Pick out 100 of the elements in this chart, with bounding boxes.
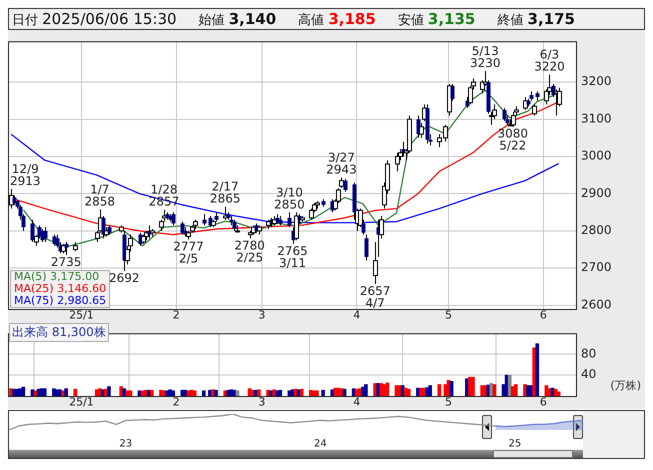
x-tick-label: 25 [508, 438, 522, 450]
text: 終値 3,175 [497, 10, 575, 28]
y-tick-label: 80 [581, 346, 596, 360]
bar [508, 374, 512, 396]
bar [514, 384, 518, 396]
y-tick-label: 2700 [581, 260, 612, 274]
bar [165, 390, 169, 396]
bar [450, 381, 454, 396]
bar [556, 391, 560, 396]
bar [73, 388, 78, 396]
annotation: 2692 [108, 271, 140, 286]
bar [398, 385, 402, 396]
y-tick-label: 40 [581, 367, 596, 382]
bar [21, 386, 26, 396]
text: 高値 3,185 [298, 10, 376, 28]
bar [364, 384, 368, 396]
bar [438, 384, 442, 396]
x-tick-label: 5 [445, 308, 452, 322]
bar [138, 390, 142, 396]
bar [300, 388, 304, 396]
bar [315, 390, 319, 396]
candlestick [64, 242, 68, 256]
candlestick [364, 234, 368, 262]
bar [535, 343, 540, 396]
y-tick-label: 2600 [581, 297, 612, 312]
candlestick [536, 90, 540, 102]
bar [278, 390, 282, 396]
annotation: 2777 2/5 [173, 239, 204, 266]
annotation: 3/27 2943 [326, 150, 357, 177]
bar [342, 388, 346, 396]
bar [64, 388, 68, 396]
x-tick-label: 23 [119, 438, 132, 450]
bar [294, 388, 298, 396]
bar [386, 382, 390, 396]
text: MA(5) 3,175.00 [14, 270, 100, 283]
y-tick-label: 3200 [581, 74, 612, 88]
x-tick-label: 25/1 [69, 308, 94, 322]
text: 日付 2025/06/06 15:30 [12, 10, 177, 28]
annotation: 2/17 2865 [210, 180, 240, 206]
annotation: 2765 3/11 [277, 244, 308, 270]
x-tick-label: 24 [314, 438, 327, 450]
bar [128, 390, 132, 396]
bar [428, 385, 432, 396]
candlestick [288, 212, 292, 228]
text: 安値 3,135 [398, 10, 476, 28]
x-tick-label: 6 [540, 395, 547, 408]
bar [526, 385, 530, 396]
annotation: 3/10 2850 [274, 185, 305, 212]
bar [107, 386, 111, 396]
bar [471, 376, 475, 396]
annotation: 2657 4/7 [360, 284, 390, 310]
x-tick-label: 5 [445, 395, 452, 408]
candlestick [214, 212, 218, 222]
bar [236, 390, 240, 396]
bar [406, 388, 411, 396]
candlestick [530, 90, 534, 102]
x-tick-label: 3 [258, 308, 266, 322]
bar [266, 390, 270, 396]
chart-title: 出来高 81,300株 [9, 323, 109, 342]
bar [171, 390, 176, 396]
annotation: 12/9 2913 [10, 162, 41, 188]
bar [150, 390, 154, 396]
bar [192, 390, 196, 396]
text: 始値 3,140 [198, 10, 276, 28]
text: MA(75) 2,980.65 [14, 294, 106, 307]
x-tick-label: 2 [172, 395, 180, 408]
annotation: 2780 2/25 [234, 238, 265, 264]
bar [34, 390, 38, 396]
candlestick [202, 214, 206, 226]
bar [492, 384, 496, 396]
candlestick [180, 221, 184, 236]
candlestick [232, 219, 236, 232]
candlestick [44, 226, 48, 243]
annotation: 3080 5/22 [497, 126, 528, 153]
text: MA(25) 3,146.60 [14, 282, 106, 295]
candlestick [108, 224, 112, 236]
x-tick-label: 6 [540, 308, 547, 322]
y-tick-label: 3000 [581, 148, 612, 163]
bar [42, 388, 47, 396]
bar [202, 390, 206, 396]
y-tick-label: 2800 [581, 223, 612, 238]
bar [422, 388, 426, 396]
bar [550, 388, 554, 396]
annotation: 6/3 3220 [534, 48, 565, 74]
x-tick-label: 25/1 [69, 395, 94, 408]
y-axis-title: (万株) [610, 378, 641, 393]
x-tick-label: 4 [353, 395, 360, 408]
annotation: 2735 [50, 255, 82, 270]
x-tick-label: 4 [353, 308, 360, 322]
y-tick-label: 2900 [581, 186, 612, 200]
y-tick-label: 3100 [581, 111, 612, 126]
x-tick-label: 3 [258, 395, 266, 408]
candlestick [12, 195, 16, 206]
candlestick [502, 108, 506, 122]
bar [61, 390, 65, 396]
bar [9, 388, 13, 396]
bar [214, 390, 218, 396]
x-tick-label: 2 [172, 308, 180, 322]
candlestick [172, 212, 176, 226]
bar [257, 389, 261, 396]
